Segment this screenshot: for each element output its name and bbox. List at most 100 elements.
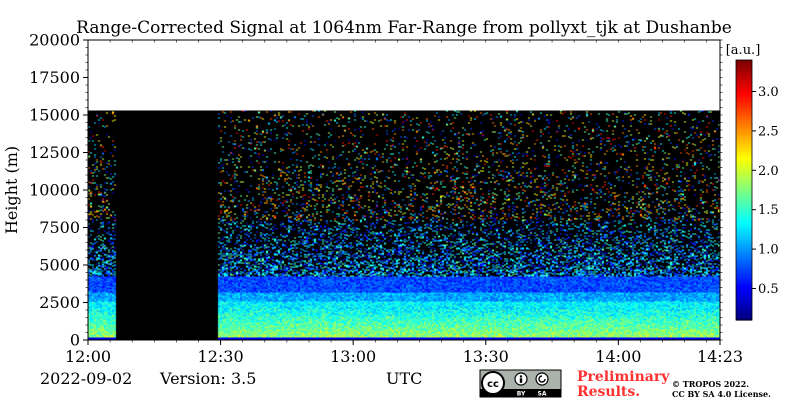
colorbar-step bbox=[736, 244, 752, 247]
colorbar-tick-label: 1.5 bbox=[758, 203, 779, 218]
colorbar-step bbox=[736, 140, 752, 143]
colorbar-step bbox=[736, 190, 752, 193]
colorbar-step bbox=[736, 122, 752, 125]
colorbar-step bbox=[736, 70, 752, 73]
colorbar-step bbox=[736, 298, 752, 301]
colorbar-step bbox=[736, 120, 752, 123]
colorbar-step bbox=[736, 296, 752, 299]
colorbar-step bbox=[736, 90, 752, 93]
x-tick-label: 13:00 bbox=[330, 347, 376, 366]
colorbar-step bbox=[736, 266, 752, 269]
colorbar-step bbox=[736, 178, 752, 181]
colorbar-tick-label: 1.0 bbox=[758, 243, 779, 258]
plot-area bbox=[87, 39, 721, 341]
colorbar-step bbox=[736, 170, 752, 173]
colorbar-step bbox=[736, 236, 752, 239]
colorbar-step bbox=[736, 212, 752, 215]
colorbar-step bbox=[736, 88, 752, 91]
colorbar-step bbox=[736, 128, 752, 131]
x-axis: 12:00 12:30 13:00 13:30 14:00 14:23 bbox=[65, 40, 743, 366]
preliminary-label-line1: Preliminary bbox=[577, 369, 670, 385]
colorbar-step bbox=[736, 114, 752, 117]
cc-by-label: BY bbox=[517, 391, 526, 398]
colorbar-step bbox=[736, 184, 752, 187]
y-tick-label: 2500 bbox=[39, 293, 80, 312]
colorbar-step bbox=[736, 202, 752, 205]
colorbar-step bbox=[736, 186, 752, 189]
colorbar-step bbox=[736, 308, 752, 311]
heatmap-image bbox=[88, 110, 720, 341]
y-tick-label: 15000 bbox=[29, 106, 80, 125]
x-tick-label: 14:23 bbox=[697, 347, 743, 366]
x-tick-label: 13:30 bbox=[463, 347, 509, 366]
chart-title: Range-Corrected Signal at 1064nm Far-Ran… bbox=[76, 18, 732, 38]
colorbar-step bbox=[736, 164, 752, 167]
cc-badge-strip bbox=[480, 389, 561, 397]
colorbar-ticks: 0.5 1.0 1.5 2.0 2.5 3.0 bbox=[752, 85, 779, 297]
colorbar-step bbox=[736, 180, 752, 183]
sa-share-arrow bbox=[538, 375, 546, 383]
colorbar-step bbox=[736, 188, 752, 191]
colorbar-step bbox=[736, 96, 752, 99]
colorbar-step bbox=[736, 168, 752, 171]
colorbar-step bbox=[736, 218, 752, 221]
colorbar-step bbox=[736, 182, 752, 185]
colorbar-tick-label: 2.0 bbox=[758, 164, 779, 179]
colorbar-step bbox=[736, 156, 752, 159]
colorbar-step bbox=[736, 280, 752, 283]
colorbar-step bbox=[736, 74, 752, 77]
y-tick-label: 10000 bbox=[29, 181, 80, 200]
colorbar-step bbox=[736, 216, 752, 219]
colorbar-tick-label: 2.5 bbox=[758, 124, 779, 139]
colorbar-step bbox=[736, 256, 752, 259]
colorbar-step bbox=[736, 112, 752, 115]
colorbar-step bbox=[736, 242, 752, 245]
colorbar-step bbox=[736, 300, 752, 303]
y-tick-label: 5000 bbox=[39, 256, 80, 275]
colorbar-unit: [a.u.] bbox=[726, 43, 761, 58]
colorbar-step bbox=[736, 304, 752, 307]
colorbar-step bbox=[736, 268, 752, 271]
colorbar-step bbox=[736, 106, 752, 109]
colorbar-step bbox=[736, 222, 752, 225]
y-axis-label: Height (m) bbox=[2, 146, 21, 234]
colorbar-step bbox=[736, 198, 752, 201]
colorbar-step bbox=[736, 104, 752, 107]
colorbar-step bbox=[736, 126, 752, 129]
colorbar-step bbox=[736, 60, 752, 63]
heatmap bbox=[88, 110, 720, 341]
x-axis-label: UTC bbox=[386, 369, 422, 388]
colorbar-step bbox=[736, 72, 752, 75]
colorbar-step bbox=[736, 98, 752, 101]
cc-license-badge: cc BY SA bbox=[479, 369, 562, 398]
y-axis: 0 2500 5000 7500 10000 12500 15000 17500 20000 bbox=[29, 31, 723, 350]
copyright-line1: © TROPOS 2022. bbox=[672, 379, 749, 389]
colorbar-step bbox=[736, 62, 752, 65]
colorbar-step bbox=[736, 160, 752, 163]
colorbar-step bbox=[736, 64, 752, 67]
colorbar-step bbox=[736, 302, 752, 305]
colorbar-step bbox=[736, 274, 752, 277]
colorbar-step bbox=[736, 110, 752, 113]
colorbar-step bbox=[736, 86, 752, 89]
footer-version: Version: 3.5 bbox=[159, 369, 256, 388]
copyright-line2: CC BY SA 4.0 License. bbox=[672, 389, 771, 399]
colorbar-step bbox=[736, 196, 752, 199]
colorbar-step bbox=[736, 276, 752, 279]
colorbar-step bbox=[736, 272, 752, 275]
colorbar-step bbox=[736, 132, 752, 135]
colorbar-step bbox=[736, 142, 752, 145]
colorbar-step bbox=[736, 288, 752, 291]
colorbar-tick-label: 3.0 bbox=[758, 85, 779, 100]
colorbar-step bbox=[736, 166, 752, 169]
colorbar-step bbox=[736, 82, 752, 85]
sa-share-icon bbox=[535, 372, 549, 386]
colorbar-step bbox=[736, 66, 752, 69]
colorbar-step bbox=[736, 290, 752, 293]
x-tick-label: 12:30 bbox=[198, 347, 244, 366]
colorbar-step bbox=[736, 208, 752, 211]
colorbar-step bbox=[736, 118, 752, 121]
by-person-body bbox=[519, 378, 523, 383]
colorbar-step bbox=[736, 150, 752, 153]
colorbar-step bbox=[736, 248, 752, 251]
